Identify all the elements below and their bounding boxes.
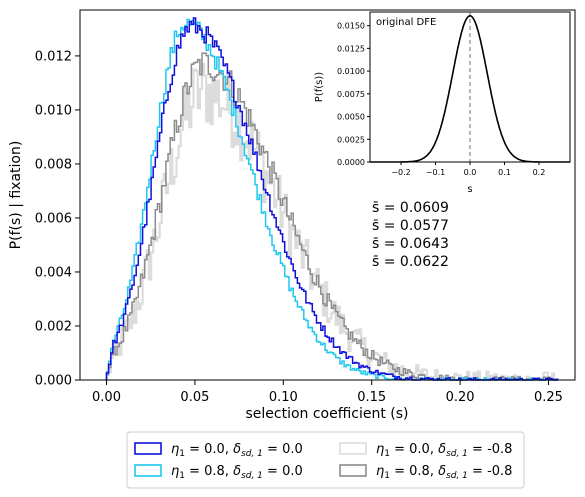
inset-y-tick-label: 0.0050 — [337, 113, 365, 122]
legend-swatch — [339, 464, 367, 477]
main-x-tick-label: 0.05 — [180, 390, 209, 405]
legend-swatch — [134, 442, 162, 455]
inset-y-tick-label: 0.0025 — [337, 135, 365, 144]
legend-item-3: η1 = 0.8, δsd, 1 = -0.8 — [339, 464, 512, 481]
main-x-ticks: 0.00 0.05 0.10 0.15 0.20 0.25 — [92, 380, 563, 405]
main-y-ticks: 0.000 0.002 0.004 0.006 0.008 0.010 0.012 — [35, 49, 80, 389]
main-x-tick-label: 0.25 — [534, 390, 563, 405]
main-x-tick-label: 0.00 — [92, 390, 121, 405]
inset-y-tick-label: 0.0125 — [337, 44, 365, 53]
mean-label-0: s̄ = 0.0609 — [372, 200, 449, 216]
inset-x-ticks: −0.2 −0.1 0.0 0.1 0.2 — [391, 162, 545, 177]
mean-annotations: s̄ = 0.0609 s̄ = 0.0577 s̄ = 0.0643 s̄ =… — [372, 200, 449, 270]
main-y-tick-label: 0.000 — [35, 374, 72, 389]
main-y-tick-label: 0.008 — [35, 157, 72, 172]
inset-x-axis-label: s — [467, 184, 472, 195]
legend-label: η1 = 0.8, δsd, 1 = 0.0 — [171, 464, 303, 481]
histogram-series-0 — [105, 17, 559, 381]
legend-item-0: η1 = 0.0, δsd, 1 = 0.0 — [134, 442, 303, 459]
main-y-tick-label: 0.010 — [35, 103, 72, 118]
main-y-tick-label: 0.006 — [35, 211, 72, 226]
legend-frame — [126, 431, 525, 489]
legend-label: η1 = 0.8, δsd, 1 = -0.8 — [376, 464, 512, 481]
inset-y-tick-label: 0.0000 — [337, 158, 365, 167]
mean-label-1: s̄ = 0.0577 — [372, 218, 449, 234]
inset-title: original DFE — [376, 17, 436, 28]
main-plot-frame — [79, 9, 576, 381]
inset-y-tick-label: 0.0100 — [337, 67, 365, 76]
legend-items: η1 = 0.0, δsd, 1 = 0.0 η1 = 0.8, δsd, 1 =… — [134, 442, 512, 481]
inset-y-tick-label: 0.0075 — [337, 90, 365, 99]
main-y-tick-label: 0.002 — [35, 319, 72, 334]
mean-label-2: s̄ = 0.0643 — [372, 236, 449, 252]
inset-x-tick-label: −0.1 — [426, 168, 445, 177]
inset-x-tick-label: 0.1 — [498, 168, 511, 177]
inset-plot: original DFE −0.2 −0.1 0.0 0.1 0.2 0.00000.0… — [314, 11, 571, 195]
legend-swatch — [339, 442, 367, 455]
legend-label: η1 = 0.0, δsd, 1 = -0.8 — [376, 442, 512, 459]
legend-swatch — [134, 464, 162, 477]
legend-item-1: η1 = 0.8, δsd, 1 = 0.0 — [134, 464, 303, 481]
legend: η1 = 0.0, δsd, 1 = 0.0 η1 = 0.8, δsd, 1 =… — [126, 431, 525, 489]
inset-y-ticks: 0.0000 0.0025 0.0050 0.0075 0.0100 0.0125 0.01… — [337, 22, 370, 167]
mean-label-3: s̄ = 0.0622 — [372, 254, 449, 270]
inset-x-tick-label: 0.0 — [464, 168, 477, 177]
main-y-tick-label: 0.004 — [35, 265, 72, 280]
legend-item-2: η1 = 0.0, δsd, 1 = -0.8 — [339, 442, 512, 459]
main-series-group — [105, 17, 559, 382]
main-x-axis-label: selection coefficient (s) — [245, 406, 408, 422]
main-x-tick-label: 0.20 — [446, 390, 475, 405]
main-y-axis-label: P(f(s) | fixation) — [8, 141, 24, 250]
main-x-tick-label: 0.10 — [269, 390, 298, 405]
main-y-tick-label: 0.012 — [35, 49, 72, 64]
inset-x-tick-label: 0.2 — [533, 168, 546, 177]
main-x-tick-label: 0.15 — [357, 390, 386, 405]
inset-y-tick-label: 0.0150 — [337, 22, 365, 31]
inset-x-tick-label: −0.2 — [391, 168, 410, 177]
inset-y-axis-label: P(f(s)) — [314, 72, 325, 102]
legend-label: η1 = 0.0, δsd, 1 = 0.0 — [171, 442, 303, 459]
